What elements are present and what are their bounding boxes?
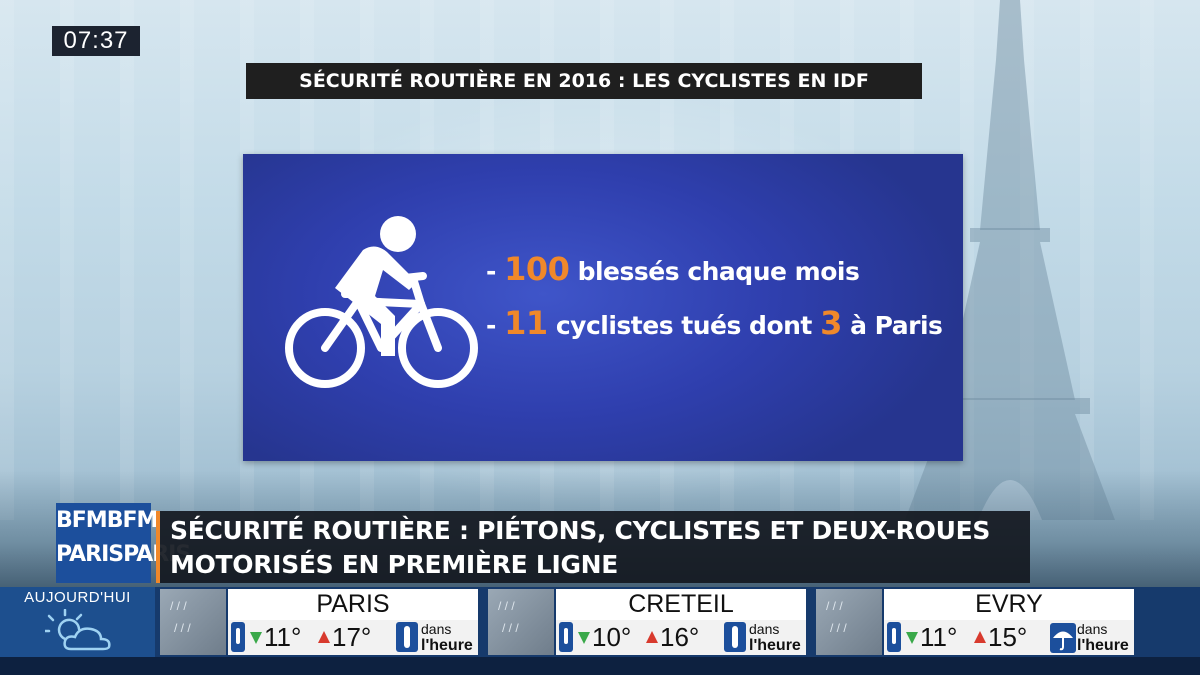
temp-max: 17° — [332, 622, 372, 652]
stat-dash: - — [486, 257, 505, 286]
channel-logo: BFMBFM PARISPARIS — [56, 503, 191, 583]
city-name: CRETEIL — [628, 590, 734, 618]
stat-dash: - — [486, 311, 505, 340]
forecast-line1: dans — [1077, 621, 1108, 637]
umbrella-icon — [1050, 623, 1076, 653]
temp-row: 11° 17° dans l'heure — [228, 620, 478, 655]
headline-line2: MOTORISÉS EN PREMIÈRE LIGNE — [170, 550, 619, 579]
weather-city-evry: / / / / / / EVRY 11° 15° dans l'heure — [816, 589, 1134, 655]
min-arrow-icon — [906, 632, 918, 644]
bottom-strip — [0, 657, 1200, 675]
stat-number-killed: 11 — [504, 304, 548, 342]
weather-panel: CRETEIL 10° 16° dans l'heure — [556, 589, 806, 655]
weather-panel: EVRY 11° 15° dans l'heure — [884, 589, 1134, 655]
headline-line1: SÉCURITÉ ROUTIÈRE : PIÉTONS, CYCLISTES E… — [170, 516, 991, 545]
forecast-line2: l'heure — [421, 637, 473, 654]
forecast-line1: dans — [421, 621, 452, 637]
weather-today: AUJOURD'HUI — [0, 587, 155, 657]
weather-city-paris: / / / / / / PARIS 11° 17° dans l'heure — [160, 589, 478, 655]
max-arrow-icon — [974, 631, 986, 643]
topic-banner: SÉCURITÉ ROUTIÈRE EN 2016 : LES CYCLISTE… — [246, 63, 922, 99]
min-arrow-icon — [578, 632, 590, 644]
weather-bar: AUJOURD'HUI / / / / / / PARIS 11° 17° dan… — [0, 587, 1200, 657]
thermometer-icon — [231, 622, 245, 652]
logo-line2: PARISPARIS — [56, 542, 191, 567]
news-headline: SÉCURITÉ ROUTIÈRE : PIÉTONS, CYCLISTES E… — [156, 511, 1030, 583]
rain-photo-icon: / / / / / / — [488, 589, 554, 655]
forecast-line2: l'heure — [749, 637, 801, 654]
rain-gauge-icon — [724, 622, 746, 652]
temp-min: 10° — [592, 622, 632, 652]
info-card: - 100 blessés chaque mois - 11 cyclistes… — [243, 154, 963, 461]
city-name: PARIS — [316, 590, 390, 618]
sun-cloud-icon — [45, 609, 111, 651]
stat-killed: - 11 cyclistes tués dont 3 à Paris — [486, 304, 943, 342]
stat-injured: - 100 blessés chaque mois — [486, 250, 860, 288]
max-arrow-icon — [318, 631, 330, 643]
city-name: EVRY — [975, 590, 1043, 618]
weather-panel: PARIS 11° 17° dans l'heure — [228, 589, 478, 655]
logo-line1: BFMBFM — [56, 508, 158, 533]
temp-min: 11° — [920, 622, 958, 652]
forecast-line1: dans — [749, 621, 780, 637]
rain-photo-icon: / / / / / / — [816, 589, 882, 655]
forecast-line2: l'heure — [1077, 637, 1129, 654]
min-arrow-icon — [250, 632, 262, 644]
weather-city-creteil: / / / / / / CRETEIL 10° 16° dans l'heure — [488, 589, 806, 655]
temp-max: 16° — [660, 622, 700, 652]
rain-photo-icon: / / / / / / — [160, 589, 226, 655]
temp-min: 11° — [264, 622, 302, 652]
stat-text-killed: cyclistes tués dont — [547, 311, 821, 340]
clock: 07:37 — [52, 26, 140, 56]
rain-gauge-icon — [396, 622, 418, 652]
temp-row: 10° 16° dans l'heure — [556, 620, 806, 655]
stat-number-paris: 3 — [820, 304, 842, 342]
max-arrow-icon — [646, 631, 658, 643]
stat-text-injured: blessés chaque mois — [569, 257, 860, 286]
thermometer-icon — [887, 622, 901, 652]
cyclist-icon — [285, 216, 478, 388]
forecast-text: dans l'heure — [421, 621, 473, 654]
logo-line2a: PARIS — [56, 542, 124, 567]
stat-number-injured: 100 — [504, 250, 570, 288]
stat-text-paris: à Paris — [841, 311, 943, 340]
forecast-text: dans l'heure — [1077, 621, 1129, 654]
temp-max: 15° — [988, 622, 1028, 652]
temp-row: 11° 15° dans l'heure — [884, 620, 1134, 655]
today-label: AUJOURD'HUI — [24, 589, 131, 606]
thermometer-icon — [559, 622, 573, 652]
forecast-text: dans l'heure — [749, 621, 801, 654]
